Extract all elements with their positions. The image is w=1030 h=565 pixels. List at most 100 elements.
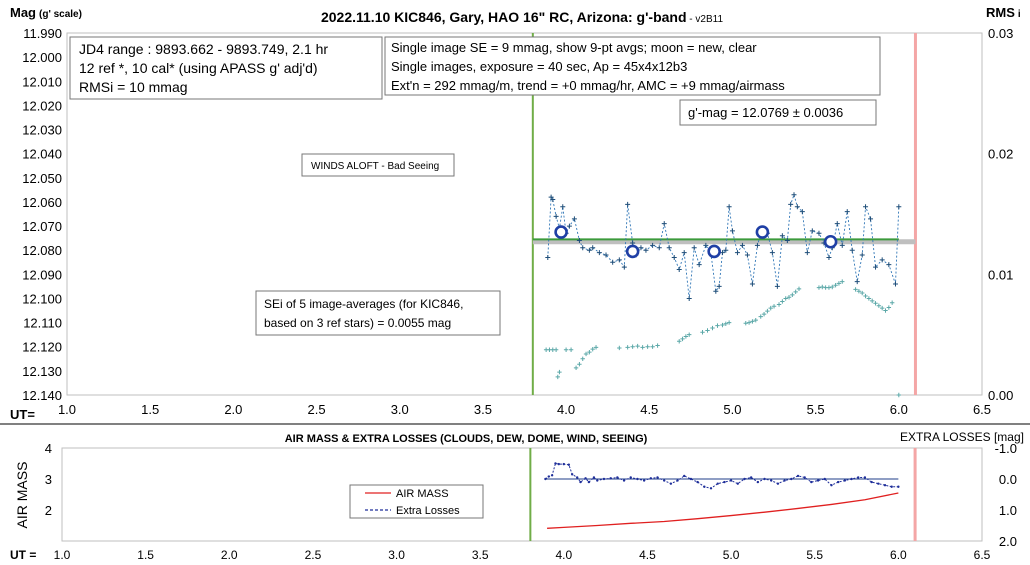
single-image-point — [809, 228, 815, 234]
extra-losses-point — [636, 477, 639, 481]
extra-losses-point — [716, 482, 719, 485]
single-image-point — [691, 245, 697, 251]
x-tick-label-bottom: 1.5 — [137, 548, 154, 562]
rmsi-point — [617, 345, 622, 351]
y-tick-label: 12.100 — [22, 291, 62, 306]
x-tick-label-bottom: 5.0 — [723, 548, 740, 562]
x-tick-label-bottom: 1.0 — [54, 548, 71, 562]
svg-text:Single image SE = 9 mmag, show: Single image SE = 9 mmag, show 9-pt avgs… — [391, 40, 757, 55]
rmsi-point — [768, 305, 773, 311]
y2-tick-labels-top: 0.03 0.02 0.01 0.00 — [988, 26, 1013, 403]
x-tick-label-bottom: 3.0 — [388, 548, 405, 562]
rmsi-point — [568, 347, 574, 352]
single-image-point — [553, 213, 559, 219]
extra-losses-point — [843, 479, 847, 482]
single-image-point — [576, 238, 582, 244]
extra-losses-point — [544, 477, 547, 481]
extra-losses-point — [850, 477, 853, 481]
extra-losses-point — [592, 476, 596, 479]
y-tick-label: 11.990 — [23, 26, 62, 41]
x-tick-labels-bottom: 1.0 1.5 2.0 2.5 3.0 3.5 4.0 4.5 5.0 5.5 6.0 6.5 — [54, 548, 991, 562]
y2-tick-label: 0.00 — [988, 388, 1013, 403]
rmsi-point — [889, 300, 895, 305]
extra-losses-series — [544, 462, 900, 490]
x-tick-label-bottom: 4.5 — [639, 548, 656, 562]
single-image-point — [863, 204, 869, 210]
airmass-line — [547, 492, 899, 529]
rmsi-point — [765, 308, 770, 314]
single-image-point — [834, 221, 840, 227]
extra-losses-point — [783, 479, 786, 482]
single-image-point — [854, 279, 860, 285]
extra-losses-point — [816, 479, 820, 482]
chart-title: 2022.11.10 KIC846, Gary, HAO 16" RC, Ari… — [321, 9, 723, 25]
single-image-point — [560, 204, 566, 210]
info-box-right: Single image SE = 9 mmag, show 9-pt avgs… — [384, 36, 881, 96]
extra-losses-point — [830, 484, 833, 487]
single-images-line — [547, 193, 900, 299]
svg-text:g'-mag = 12.0769 ± 0.0036: g'-mag = 12.0769 ± 0.0036 — [688, 105, 843, 120]
single-image-point — [545, 254, 551, 260]
rmsi-point — [753, 317, 758, 323]
y-tick-label: 12.080 — [22, 243, 62, 258]
x-tick-label: 1.5 — [141, 402, 159, 417]
rmsi-point — [870, 298, 875, 304]
x-tick-label: 3.0 — [391, 402, 409, 417]
rmsi-point — [786, 295, 792, 300]
rmsi-point — [896, 392, 902, 398]
extra-losses-point — [689, 477, 693, 481]
rmsi-point — [700, 330, 705, 335]
rmsi-point — [553, 347, 559, 352]
x-tick-label: 2.5 — [308, 402, 326, 417]
rmsi-point — [860, 290, 865, 296]
single-image-point — [610, 259, 616, 265]
y-tick-label: 12.030 — [22, 123, 62, 138]
extra-losses-point — [709, 487, 713, 490]
average-point — [554, 225, 568, 239]
bottom-y2-axis-label: EXTRA LOSSES [mag] — [900, 430, 1024, 444]
svg-text:based on 3 ref stars) = 0.0055: based on 3 ref stars) = 0.0055 mag — [264, 316, 451, 330]
extra-losses-point — [596, 479, 599, 482]
y-tick-label: 12.010 — [22, 74, 62, 89]
y-tick-labels-bottom: 4 3 2 — [45, 441, 52, 518]
single-image-point — [696, 262, 702, 268]
extra-losses-point — [836, 480, 840, 484]
y-tick-label: 12.060 — [22, 195, 62, 210]
rmsi-point — [563, 347, 569, 352]
single-image-point — [739, 242, 745, 248]
extra-losses-point — [729, 479, 733, 482]
extra-losses-point — [883, 484, 887, 487]
y-tick-label: 12.040 — [22, 147, 62, 162]
rmsi-point — [876, 303, 882, 308]
y-tick-label: 12.020 — [22, 98, 62, 113]
single-image-point — [886, 262, 892, 268]
rmsi-point — [746, 320, 752, 325]
rmsi-point — [583, 351, 589, 357]
single-image-point — [643, 247, 649, 253]
rmsi-point — [820, 284, 825, 290]
single-image-point — [799, 209, 805, 215]
y-tick-label: 12.120 — [22, 340, 62, 355]
x-tick-label: 2.0 — [224, 402, 242, 417]
legend-label-airmass: AIR MASS — [396, 488, 449, 500]
extra-losses-point — [803, 476, 806, 479]
single-images-series — [545, 192, 902, 301]
x-tick-label-bottom: 4.0 — [555, 548, 572, 562]
rmsi-point — [816, 285, 822, 290]
single-image-point — [849, 247, 855, 253]
rmsi-point — [886, 305, 892, 310]
nine-point-averages-series — [554, 225, 838, 259]
single-image-point — [603, 252, 609, 258]
extra-losses-point — [763, 477, 766, 481]
bottom-y-axis-label: AIR MASS — [14, 462, 30, 529]
extra-losses-point — [562, 462, 566, 466]
y-axis-label: Mag (g' scale) — [10, 5, 82, 20]
rmsi-point — [705, 328, 710, 333]
y-tick-label: 12.070 — [22, 219, 62, 234]
legend-label-losses: Extra Losses — [396, 505, 460, 517]
rmsi-point — [873, 301, 878, 306]
single-image-point — [676, 267, 682, 273]
rmsi-point — [833, 282, 838, 288]
x-tick-label-bottom: 3.5 — [472, 548, 489, 562]
single-image-point — [661, 221, 667, 227]
